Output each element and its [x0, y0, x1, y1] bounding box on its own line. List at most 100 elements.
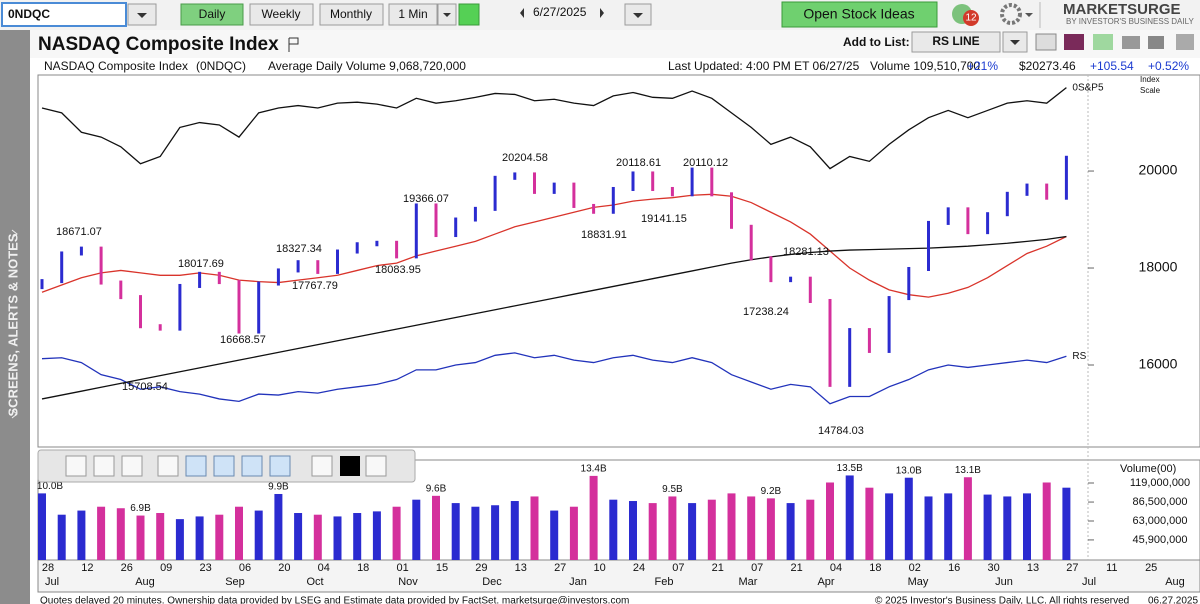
- x-month-label: Mar: [739, 576, 758, 588]
- dropdown-arrow: [443, 13, 451, 17]
- volume-bar: [136, 515, 145, 560]
- delete-button[interactable]: [365, 455, 387, 477]
- x-day-label: 24: [633, 562, 645, 574]
- tool-button[interactable]: [65, 455, 87, 477]
- sidebar[interactable]: [0, 30, 30, 604]
- volume-tick-label: 119,000,000: [1130, 477, 1190, 489]
- tool-button[interactable]: [241, 455, 263, 477]
- prev-date[interactable]: [520, 8, 524, 18]
- price-bar: [395, 240, 399, 259]
- info-name: NASDAQ Composite Index: [44, 59, 188, 73]
- weekly-label: Weekly: [261, 7, 300, 21]
- price-bar: [769, 256, 773, 283]
- daily-button[interactable]: [180, 3, 244, 26]
- price-annotation: 16668.57: [220, 334, 266, 346]
- volume-bar: [983, 494, 992, 560]
- price-annotation: 20118.61: [616, 157, 661, 169]
- price-annotation: 19366.07: [403, 193, 449, 205]
- x-month-label: Jun: [995, 576, 1013, 588]
- volume-bar: [727, 493, 736, 560]
- price-bar: [217, 271, 221, 285]
- tool-button[interactable]: [121, 455, 143, 477]
- x-day-label: 04: [830, 562, 842, 574]
- x-month-label: Jul: [45, 576, 59, 588]
- logo-sub: BY INVESTOR'S BUSINESS DAILY: [1066, 17, 1194, 26]
- price-bar: [316, 260, 320, 274]
- intraday-button[interactable]: [388, 3, 438, 26]
- flag-icon[interactable]: [288, 37, 299, 52]
- color-button[interactable]: [340, 456, 360, 476]
- volume-label: 9.9B: [268, 482, 289, 493]
- x-day-label: 16: [948, 562, 960, 574]
- volume-tick-label: 86,500,000: [1132, 496, 1187, 508]
- weekly-button[interactable]: [249, 3, 314, 26]
- x-day-label: 01: [396, 562, 408, 574]
- x-day-label: 04: [318, 562, 330, 574]
- price-bar: [355, 242, 359, 254]
- footer-right: © 2025 Investor's Business Daily, LLC. A…: [875, 596, 1129, 604]
- x-day-label: 06: [239, 562, 251, 574]
- price-bar: [966, 207, 970, 235]
- price-annotation: 20204.58: [502, 152, 548, 164]
- list-select[interactable]: [911, 31, 1001, 53]
- next-date[interactable]: [600, 8, 604, 18]
- monthly-button[interactable]: [319, 3, 384, 26]
- volume-bar: [432, 495, 440, 560]
- volume-bar: [629, 501, 637, 560]
- volume-bar: [845, 475, 854, 560]
- tool-button[interactable]: [213, 455, 235, 477]
- tool-button[interactable]: [157, 455, 179, 477]
- export-icon[interactable]: [1093, 34, 1113, 50]
- y-tick-label: 16000: [1139, 356, 1178, 372]
- tool-button[interactable]: [185, 455, 207, 477]
- volume-bar: [963, 477, 972, 560]
- footer-date: 06.27.2025: [1148, 596, 1198, 604]
- symbol-input[interactable]: [1, 2, 127, 27]
- chart-icon[interactable]: [1035, 33, 1057, 51]
- color-toggle[interactable]: [458, 3, 480, 26]
- page-title: NASDAQ Composite Index: [38, 34, 279, 55]
- tool-button[interactable]: [269, 455, 291, 477]
- volume-bar: [353, 513, 362, 560]
- x-day-label: 21: [712, 562, 724, 574]
- date-text: 6/27/2025: [533, 5, 587, 19]
- price-bar: [296, 260, 300, 273]
- print-icon[interactable]: [1122, 36, 1140, 49]
- volume-bar: [569, 506, 578, 560]
- price-annotation: 17767.79: [292, 280, 338, 292]
- volume-bar: [766, 498, 775, 560]
- volume-title: Volume(00): [1120, 463, 1176, 475]
- price-bar: [139, 295, 142, 329]
- open-stock-ideas[interactable]: [781, 1, 938, 28]
- grid-icon[interactable]: [1064, 34, 1084, 50]
- volume-bar: [116, 508, 125, 560]
- volume-label: 6.9B: [130, 503, 151, 514]
- x-day-label: 13: [1027, 562, 1039, 574]
- x-month-label: Aug: [135, 576, 155, 588]
- volume-label: 9.5B: [662, 484, 683, 495]
- symbol-text: 0NDQC: [8, 7, 50, 21]
- logo: MARKETSURGE: [1063, 1, 1181, 18]
- volume-bar: [1042, 482, 1051, 560]
- price-bar: [276, 268, 280, 286]
- x-month-label: Nov: [398, 576, 418, 588]
- x-day-label: 26: [121, 562, 133, 574]
- price-bar: [119, 280, 123, 300]
- volume-bar: [865, 487, 874, 560]
- tool-button[interactable]: [311, 455, 333, 477]
- info-symbol: (0NDQC): [196, 59, 246, 73]
- ideas-label: Open Stock Ideas: [803, 6, 914, 22]
- price-bar: [1005, 191, 1009, 217]
- price-bar: [158, 324, 162, 331]
- tools-icon[interactable]: [1148, 36, 1164, 49]
- settings-icon[interactable]: [1000, 3, 1022, 25]
- price-bar: [808, 276, 812, 303]
- help-icon[interactable]: [1176, 34, 1194, 50]
- price-bar: [1064, 155, 1068, 200]
- tool-button[interactable]: [93, 455, 115, 477]
- price-bar: [237, 280, 241, 334]
- scale-label: Scale: [1140, 86, 1161, 95]
- price-bar: [651, 171, 655, 191]
- x-day-label: 09: [160, 562, 172, 574]
- price-annotation: 18831.91: [581, 229, 627, 241]
